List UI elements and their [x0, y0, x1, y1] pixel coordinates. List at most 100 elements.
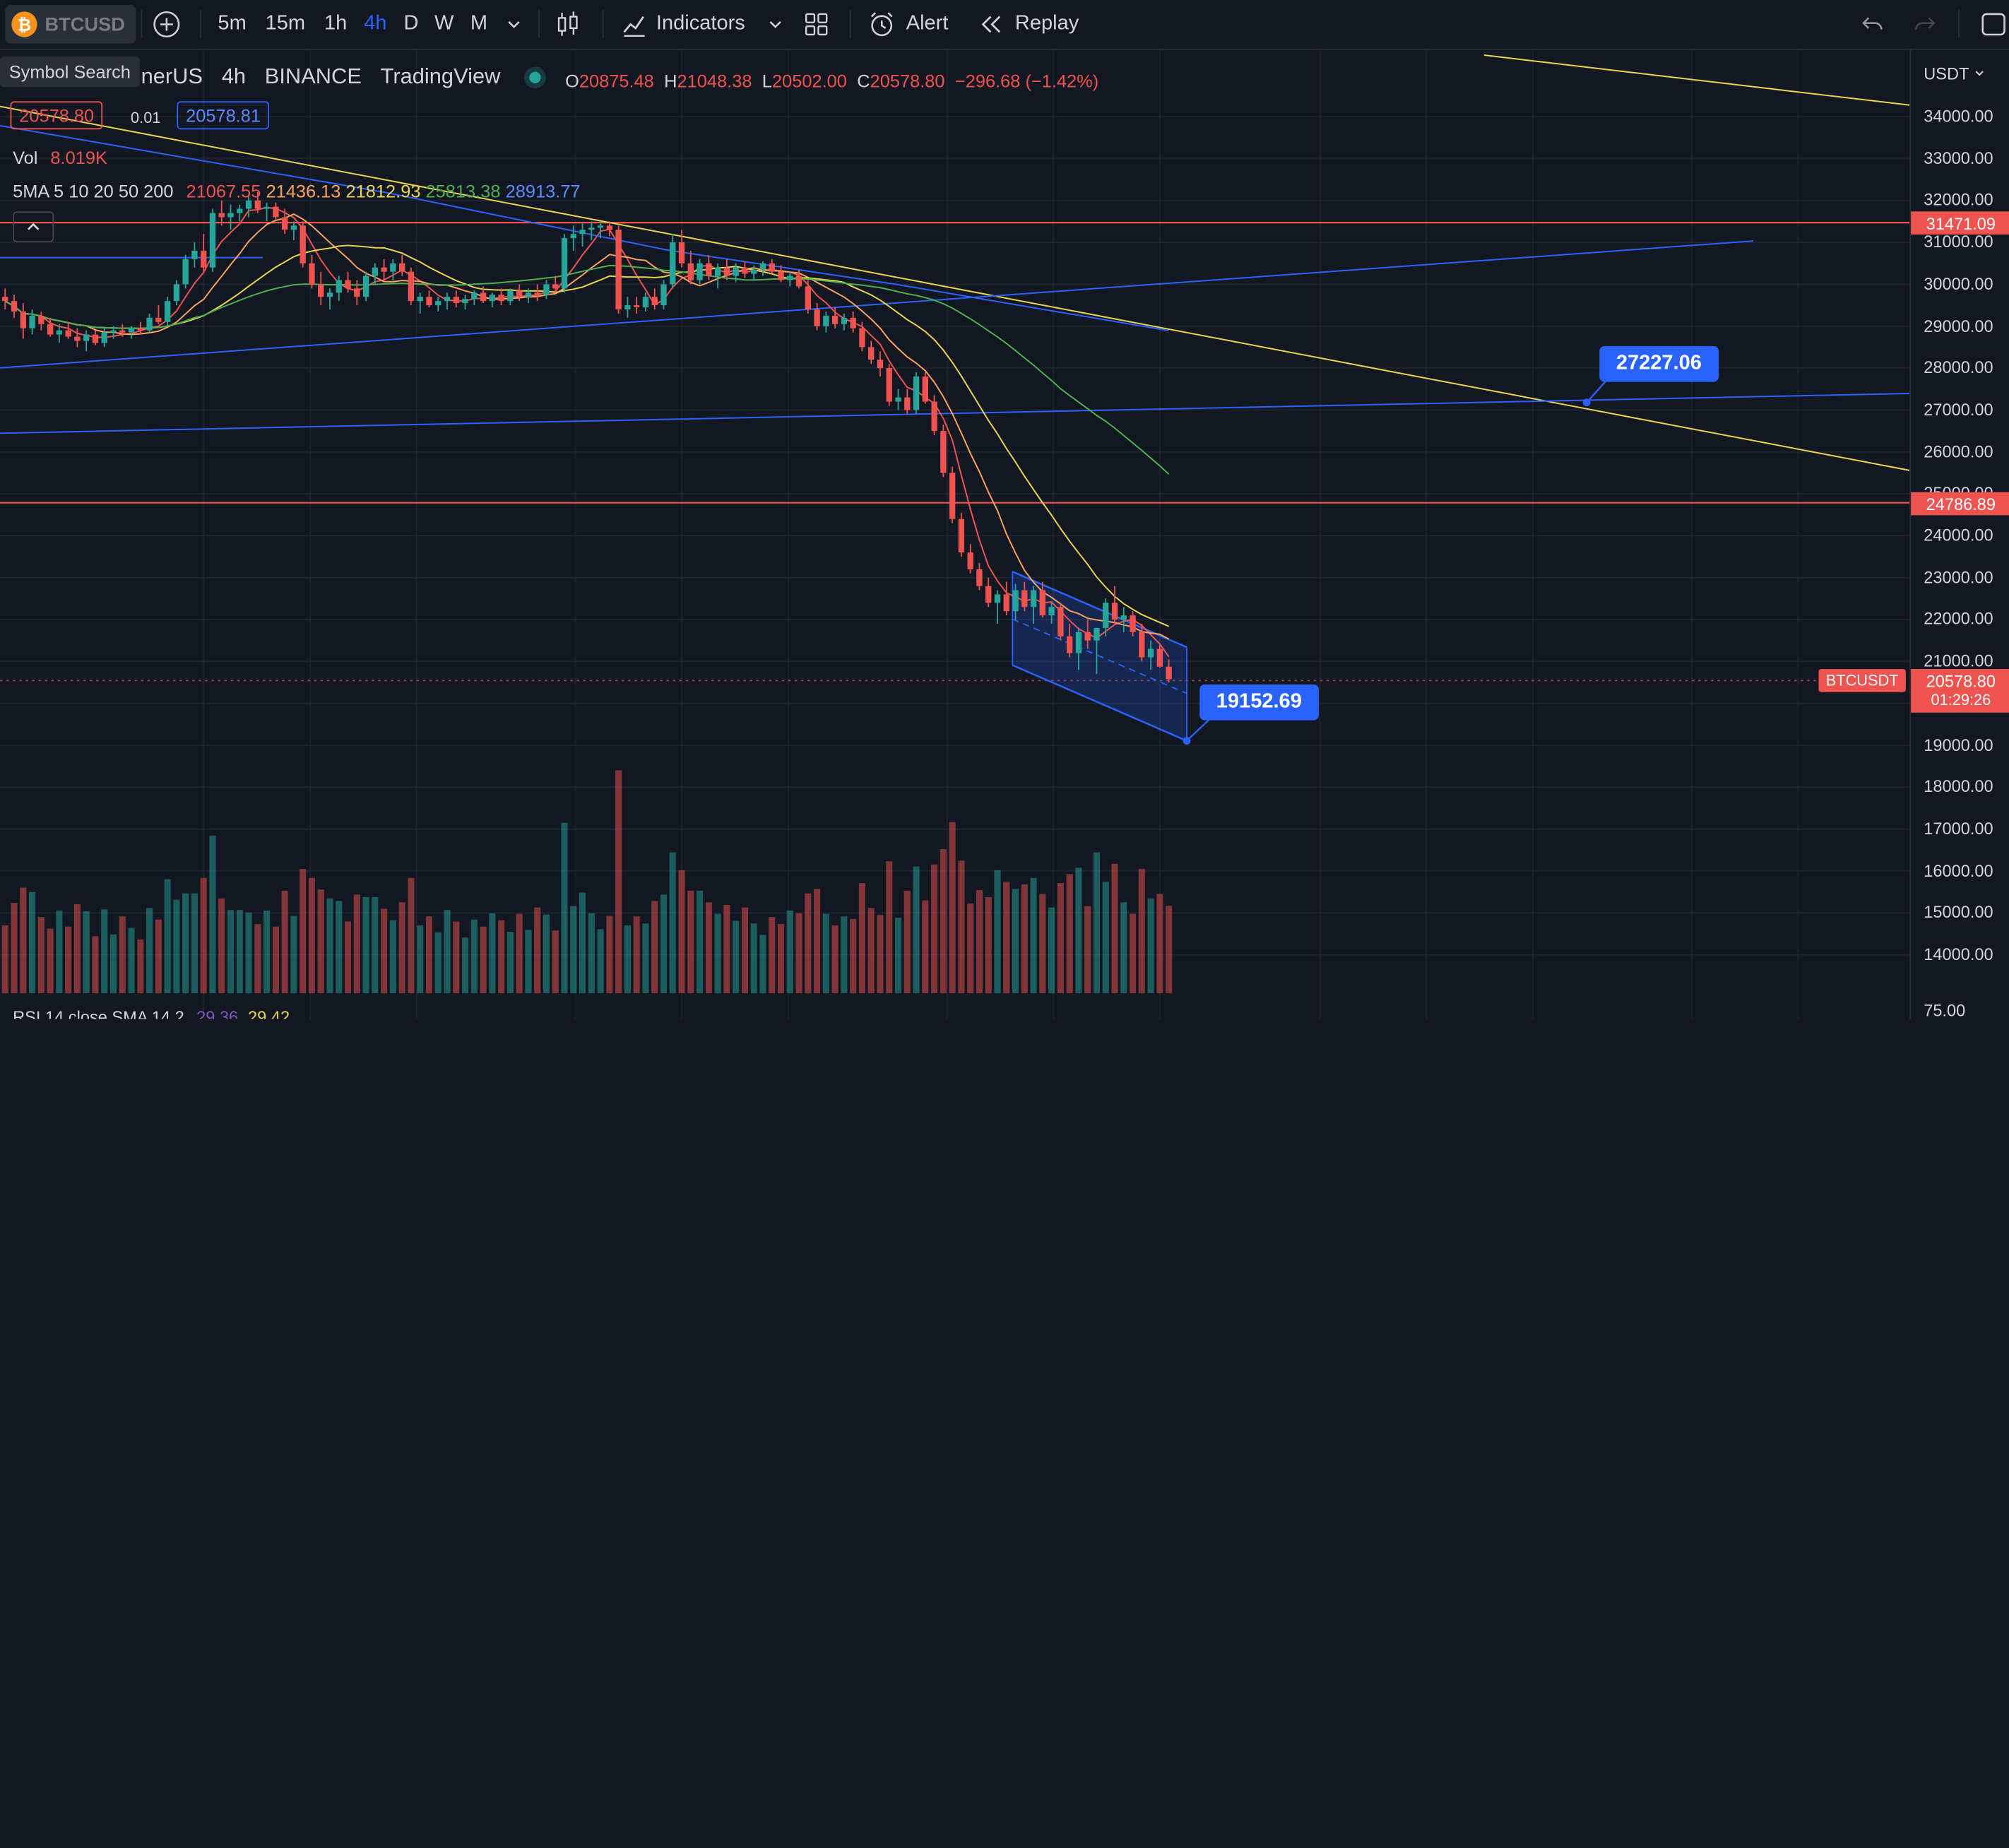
volume-bar	[976, 890, 983, 994]
ma50-line	[4, 264, 1170, 475]
redo-button[interactable]	[1911, 11, 1939, 39]
indicators-dropdown-button[interactable]	[765, 14, 786, 35]
timeframe-d[interactable]: D	[403, 13, 419, 35]
timeframe-4h[interactable]: 4h	[364, 13, 387, 35]
upper-target-label[interactable]: 27227.06	[1599, 345, 1719, 382]
source-label: TradingView	[380, 64, 501, 89]
currency-selector[interactable]: USDT	[1924, 64, 1985, 83]
price-axis[interactable]: USDT 34000.00 33000.00 32000.00 31000.00 300…	[1909, 49, 2009, 1019]
alert-button[interactable]: Alert	[867, 0, 948, 49]
candle-body	[543, 284, 550, 295]
price-axis-label: 31000.00	[1924, 232, 1993, 251]
market-status-dot-icon	[529, 71, 541, 83]
timeframe-w[interactable]: W	[434, 13, 454, 35]
long-term-trendline	[0, 105, 1910, 471]
candle	[859, 321, 865, 352]
candle	[525, 288, 532, 304]
falling-channel-bottom	[1012, 664, 1187, 742]
volume-bars	[1, 770, 1173, 994]
candle-body	[1084, 632, 1091, 641]
volume-bar	[200, 877, 207, 994]
candle	[994, 590, 1001, 624]
candle-body	[588, 227, 595, 230]
volume-bar	[786, 911, 793, 994]
volume-bar	[1166, 906, 1173, 994]
candle	[759, 261, 766, 276]
fullscreen-button[interactable]	[1977, 9, 2008, 40]
candle	[642, 292, 649, 312]
candle-body	[345, 280, 351, 289]
candle-body	[480, 292, 487, 302]
candle	[191, 242, 198, 268]
candle	[381, 259, 387, 280]
volume-bar	[128, 928, 135, 994]
candle	[281, 208, 288, 235]
timeframe-5m[interactable]: 5m	[218, 13, 247, 35]
timeframe-1h[interactable]: 1h	[324, 13, 348, 35]
candle	[733, 263, 739, 283]
replay-button[interactable]: Replay	[979, 0, 1079, 49]
candle	[1021, 581, 1028, 612]
candle-body	[381, 267, 387, 272]
candle	[2, 288, 8, 310]
candle	[714, 263, 721, 289]
symbol-search-button[interactable]: ₿ BTCUSD	[5, 5, 136, 44]
volume-bar	[408, 877, 415, 994]
buy-price-button[interactable]: 20578.81	[177, 101, 270, 130]
price-axis-label: 27000.00	[1924, 399, 1993, 420]
candle-body	[20, 311, 26, 328]
candle-body	[931, 401, 937, 432]
toolbar-divider	[538, 10, 540, 39]
candle-body	[489, 295, 496, 302]
candle	[1084, 620, 1091, 649]
volume-bar	[182, 893, 189, 994]
candle-body	[101, 332, 107, 343]
volume-bar	[173, 899, 180, 994]
chart-pane[interactable]: nerUS 4h BINANCE TradingView O20875.48 H…	[0, 49, 1910, 1019]
undo-button[interactable]	[1859, 11, 1887, 39]
sell-price-button[interactable]: 20578.80	[10, 101, 103, 130]
toolbar-divider	[1958, 10, 1960, 39]
candle	[516, 284, 523, 302]
volume-bar	[1147, 898, 1154, 994]
layouts-button[interactable]	[801, 9, 832, 40]
ma10-value: 21436.13	[266, 180, 341, 201]
indicators-button[interactable]: Indicators	[620, 0, 745, 49]
symbol-name: BTCUSD	[45, 13, 125, 35]
candle	[795, 269, 802, 289]
candle-body	[759, 263, 766, 270]
indicators-icon	[623, 16, 645, 37]
volume-bar	[119, 916, 126, 994]
volume-bar	[336, 901, 343, 994]
candle-body	[326, 292, 333, 297]
volume-bar	[534, 907, 541, 994]
volume-bar	[444, 910, 451, 994]
candle-body	[624, 305, 631, 310]
ohlc-legend: O20875.48 H21048.38 L20502.00 C20578.80 …	[565, 70, 1099, 91]
candle	[606, 221, 613, 237]
volume-bar	[263, 911, 271, 994]
candle-body	[318, 284, 324, 297]
candle-body	[390, 263, 396, 272]
candle-body	[949, 473, 956, 519]
price-chart[interactable]	[0, 49, 1910, 1019]
candle	[922, 372, 929, 404]
candle	[967, 544, 973, 574]
timeframe-dropdown-button[interactable]	[504, 14, 524, 35]
timeframe-15m[interactable]: 15m	[265, 13, 306, 35]
volume-bar	[506, 931, 514, 994]
lower-target-label[interactable]: 19152.69	[1199, 684, 1319, 721]
volume-bar	[1138, 869, 1145, 994]
candle-body	[868, 347, 875, 360]
volume-bar	[389, 920, 396, 994]
candle	[110, 326, 117, 339]
timeframe-m[interactable]: M	[470, 13, 488, 35]
volume-bar	[1066, 874, 1073, 994]
chart-type-button[interactable]	[551, 9, 584, 40]
candle	[38, 311, 45, 331]
compare-symbol-button[interactable]	[151, 9, 182, 40]
candle-body	[1039, 590, 1046, 616]
volume-bar	[317, 889, 324, 994]
volume-bar	[362, 897, 369, 994]
collapse-legend-button[interactable]	[13, 211, 54, 242]
